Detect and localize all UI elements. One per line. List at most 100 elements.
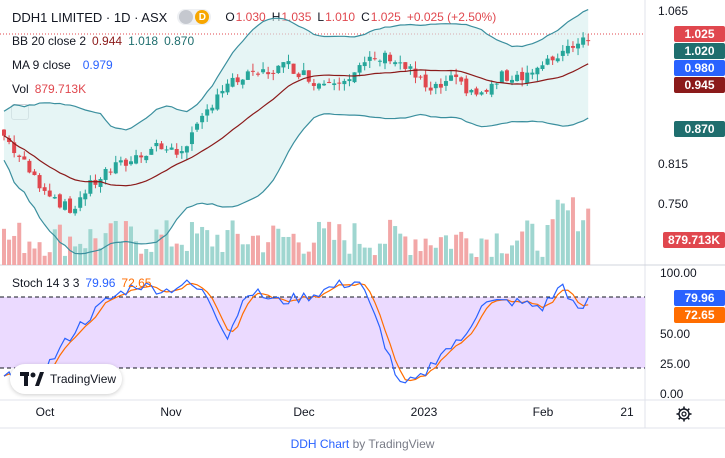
volume-bar: [494, 233, 499, 265]
volume-bar: [215, 234, 220, 265]
ma-value: 0.979: [82, 58, 113, 72]
candle-body: [271, 72, 276, 74]
price-tick-3: 0.750: [658, 197, 689, 211]
volume-bar: [108, 223, 113, 265]
volume-bar: [225, 230, 230, 265]
volume-bar: [27, 241, 32, 265]
time-label-21: 21: [620, 405, 634, 419]
candle-body: [123, 159, 128, 166]
candle-body: [530, 72, 535, 75]
symbol-legend[interactable]: DDH1 LIMITED · 1D · ASX D O1.030 H1.035 L1…: [12, 9, 502, 25]
candle-body: [291, 63, 296, 74]
candle-body: [47, 190, 52, 197]
volume-bar: [235, 233, 240, 265]
stoch-k-tag: 79.96: [674, 290, 725, 306]
stoch-legend[interactable]: Stoch 14 3 3 79.96 72.65: [12, 276, 151, 290]
candle-body: [276, 65, 281, 73]
candle-body: [342, 80, 347, 85]
candle-body: [22, 156, 27, 160]
tradingview-logo[interactable]: TradingView: [10, 364, 122, 394]
chart-link[interactable]: DDH Chart: [290, 437, 350, 451]
candle-body: [423, 74, 428, 88]
volume-bar: [433, 247, 438, 265]
volume-bar: [184, 250, 189, 265]
volume-bar: [17, 222, 22, 265]
volume-bar: [123, 221, 128, 265]
candle-body: [362, 62, 367, 67]
candle-body: [113, 162, 118, 174]
bb-label[interactable]: BB 20 close 2: [12, 34, 87, 48]
bb-upper-tag: 1.020: [674, 43, 725, 59]
candle-body: [17, 155, 22, 157]
symbol-title[interactable]: DDH1 LIMITED · 1D · ASX: [12, 9, 168, 25]
candle-body: [418, 76, 423, 78]
volume-bar: [332, 239, 337, 265]
volume-bar: [504, 253, 509, 265]
vol-label[interactable]: Vol: [12, 82, 29, 96]
volume-bar: [520, 231, 525, 265]
candle-body: [545, 58, 550, 65]
volume-bar: [515, 240, 520, 265]
volume-bar: [525, 220, 530, 265]
candle-body: [103, 169, 108, 180]
stoch-d-tag: 72.65: [674, 307, 725, 323]
settings-button[interactable]: [676, 406, 692, 422]
volume-bar: [83, 248, 88, 265]
volume-bar: [301, 253, 306, 265]
time-label-nov: Nov: [160, 405, 182, 419]
stoch-label[interactable]: Stoch 14 3 3: [12, 276, 80, 290]
volume-bar: [189, 222, 194, 265]
candle-body: [12, 142, 17, 154]
candle-body: [367, 56, 372, 61]
volume-bar: [306, 251, 311, 265]
collapse-legend-button[interactable]: [11, 104, 29, 125]
volume-bar: [276, 228, 281, 265]
volume-bar: [438, 237, 443, 265]
candle-body: [42, 187, 47, 191]
volume-bar: [62, 255, 67, 265]
volume-bar: [220, 251, 225, 265]
candle-body: [73, 208, 78, 214]
candle-body: [459, 77, 464, 82]
price-tick-1: 1.065: [658, 4, 689, 18]
candle-body: [413, 68, 418, 78]
volume-bar: [205, 230, 210, 265]
status-dot-icon: [179, 10, 194, 24]
ohlc-values: O1.030 H1.035 L1.010 C1.025 +0.025 (+2.50%): [225, 10, 497, 24]
candle-body: [118, 160, 123, 163]
ma-legend[interactable]: MA 9 close 0.979: [12, 58, 113, 72]
volume-bar: [200, 226, 205, 265]
candle-body: [515, 74, 520, 82]
volume-bar: [113, 220, 118, 265]
vol-legend[interactable]: Vol 879.713K: [12, 82, 86, 96]
ma-label[interactable]: MA 9 close: [12, 58, 71, 72]
stoch-tick-100: 100.00: [660, 266, 697, 280]
candle-body: [27, 160, 32, 173]
candle-body: [550, 56, 555, 61]
close-value: 1.025: [370, 10, 401, 24]
market-status-pill[interactable]: D: [177, 9, 212, 25]
volume-bar: [357, 243, 362, 265]
volume-bar: [408, 255, 413, 265]
candle-body: [174, 148, 179, 155]
volume-bar: [535, 250, 540, 265]
volume-bar: [413, 239, 418, 265]
tradingview-logo-icon: [20, 372, 44, 386]
candle-body: [159, 143, 164, 150]
volume-bar: [484, 239, 489, 265]
volume-bar: [7, 239, 12, 265]
volume-bar: [337, 224, 342, 265]
candle-body: [565, 45, 570, 54]
candle-body: [220, 90, 225, 94]
bb-legend[interactable]: BB 20 close 2 0.944 1.018 0.870: [12, 34, 194, 48]
candle-body: [62, 201, 67, 210]
volume-bar: [570, 197, 575, 265]
volume-bar: [550, 219, 555, 265]
gear-icon: [676, 406, 692, 422]
volume-bar: [179, 244, 184, 265]
volume-bar: [169, 246, 174, 265]
bb-basis-value: 0.944: [92, 34, 123, 48]
volume-bar: [52, 229, 57, 265]
volume-bar: [250, 235, 255, 265]
